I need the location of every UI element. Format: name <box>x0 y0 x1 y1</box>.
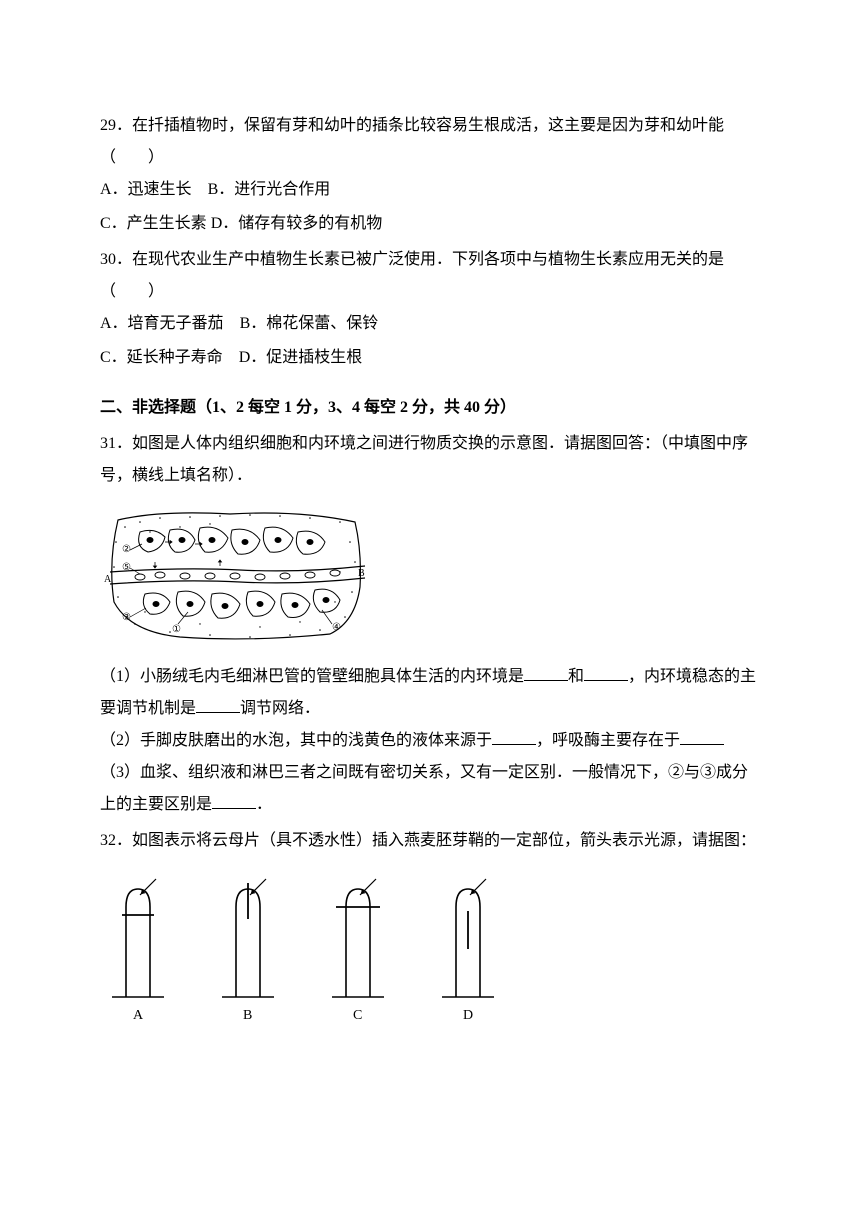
question-32: 32．如图表示将云母片（具不透水性）插入燕麦胚芽鞘的一定部位，箭头表示光源，请据… <box>100 825 760 1027</box>
blank-field <box>212 793 256 809</box>
q32-label-c: C <box>353 1008 362 1023</box>
q30-option-b: B．棉花保蕾、保铃 <box>240 315 379 332</box>
section-2-header: 二、非选择题（1、2 每空 1 分，3、4 每空 2 分，共 40 分） <box>100 392 760 424</box>
q31-sub2b: ，呼吸酶主要存在于 <box>536 732 680 749</box>
q31-sub2: （2）手脚皮肤磨出的水泡，其中的浅黄色的液体来源于 ，呼吸酶主要存在于 <box>100 725 760 757</box>
q31-label-B: B <box>358 568 365 579</box>
q32-label-a: A <box>133 1008 144 1023</box>
q30-option-c: C．延长种子寿命 <box>100 349 223 366</box>
q31-sub3a: （3）血浆、组织液和淋巴三者之间既有密切关系，又有一定区别．一般情况下，②与③成… <box>100 764 748 813</box>
q31-sub3: （3）血浆、组织液和淋巴三者之间既有密切关系，又有一定区别．一般情况下，②与③成… <box>100 757 760 821</box>
q30-options-line2: C．延长种子寿命 D．促进插枝生根 <box>100 342 760 374</box>
q31-cell-diagram: ② ⑤ A ③ ① ④ B <box>100 502 370 647</box>
q29-option-b: B．进行光合作用 <box>208 181 331 198</box>
q29-options-line1: A．迅速生长 B．进行光合作用 <box>100 174 760 206</box>
q31-label-4: ④ <box>332 622 341 633</box>
q31-stem: 31．如图是人体内组织细胞和内环境之间进行物质交换的示意图．请据图回答：（中填图… <box>100 428 760 492</box>
q29-option-c: C．产生生长素 <box>100 215 207 232</box>
q30-options-line1: A．培育无子番茄 B．棉花保蕾、保铃 <box>100 308 760 340</box>
q32-stem: 32．如图表示将云母片（具不透水性）插入燕麦胚芽鞘的一定部位，箭头表示光源，请据… <box>100 825 760 857</box>
q31-sub1: （1）小肠绒毛内毛细淋巴管的管壁细胞具体生活的内环境是和，内环境稳态的主要调节机… <box>100 661 760 725</box>
blank-field <box>524 665 568 681</box>
q32-coleoptile-diagram: A B C <box>100 867 520 1027</box>
q31-label-5: ⑤ <box>122 562 131 573</box>
question-29: 29．在扦插植物时，保留有芽和幼叶的插条比较容易生根成活，这主要是因为芽和幼叶能… <box>100 110 760 240</box>
q31-sub1b: 和 <box>568 668 584 685</box>
q32-label-b: B <box>243 1008 252 1023</box>
q31-sub1a: （1）小肠绒毛内毛细淋巴管的管壁细胞具体生活的内环境是 <box>100 668 524 685</box>
q30-stem: 30．在现代农业生产中植物生长素已被广泛使用．下列各项中与植物生长素应用无关的是… <box>100 244 760 308</box>
blank-field <box>680 729 724 745</box>
blank-field <box>196 697 240 713</box>
q31-diagram-container: ② ⑤ A ③ ① ④ B <box>100 502 760 647</box>
q31-sub1d: 调节网络． <box>240 700 320 717</box>
question-30: 30．在现代农业生产中植物生长素已被广泛使用．下列各项中与植物生长素应用无关的是… <box>100 244 760 374</box>
q31-label-2: ② <box>122 544 131 555</box>
question-31: 31．如图是人体内组织细胞和内环境之间进行物质交换的示意图．请据图回答：（中填图… <box>100 428 760 821</box>
q31-sub2a: （2）手脚皮肤磨出的水泡，其中的浅黄色的液体来源于 <box>100 732 492 749</box>
q31-label-1: ① <box>172 624 181 635</box>
q29-option-a: A．迅速生长 <box>100 181 192 198</box>
q30-option-d: D．促进插枝生根 <box>239 349 363 366</box>
q30-option-a: A．培育无子番茄 <box>100 315 224 332</box>
blank-field <box>584 665 628 681</box>
q32-label-d: D <box>463 1008 473 1023</box>
q29-option-d: D．储存有较多的有机物 <box>211 215 383 232</box>
q29-options-line2: C．产生生长素 D．储存有较多的有机物 <box>100 208 760 240</box>
q31-label-3: ③ <box>122 612 131 623</box>
blank-field <box>492 729 536 745</box>
q32-diagram-container: A B C <box>100 867 760 1027</box>
q29-stem: 29．在扦插植物时，保留有芽和幼叶的插条比较容易生根成活，这主要是因为芽和幼叶能… <box>100 110 760 174</box>
q31-sub3b: ． <box>256 796 272 813</box>
q31-label-A: A <box>104 574 112 585</box>
